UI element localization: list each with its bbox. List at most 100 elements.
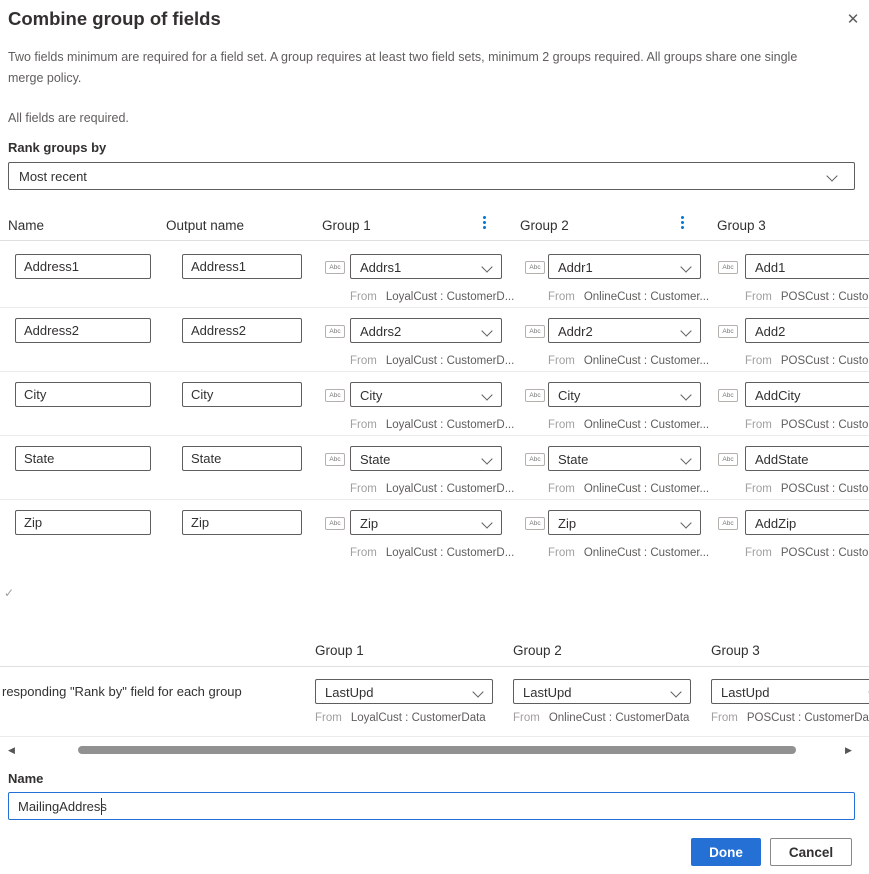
chevron-down-icon [826, 170, 838, 182]
name-input[interactable] [8, 792, 855, 820]
group3-field-select[interactable]: Add1 [745, 254, 869, 279]
selected-field: AddState [755, 452, 809, 467]
text-cursor [101, 798, 102, 815]
rank-column-header-group3: Group 3 [711, 643, 760, 658]
group2-field-select[interactable]: State [548, 446, 701, 471]
group1-more-options-icon[interactable] [483, 216, 486, 219]
group3-rank-by-select[interactable]: LastUpd [711, 679, 869, 704]
rank-groups-by-select[interactable]: Most recent [8, 162, 855, 190]
text-type-icon: Abc [525, 453, 545, 466]
group3-field-select[interactable]: Add2 [745, 318, 869, 343]
column-header-group3: Group 3 [717, 218, 766, 233]
output-name-input[interactable] [182, 318, 302, 343]
chevron-down-icon [680, 325, 692, 337]
page-title: Combine group of fields [8, 8, 221, 29]
group1-field-select[interactable]: State [350, 446, 502, 471]
text-type-icon: Abc [325, 389, 345, 402]
selected-field: Add2 [755, 324, 786, 339]
scroll-left-icon[interactable]: ◀ [8, 745, 15, 755]
check-icon: ✓ [4, 586, 15, 600]
text-type-icon: Abc [718, 517, 738, 530]
field-name-input[interactable] [15, 318, 151, 343]
chevron-down-icon [481, 389, 493, 401]
selected-field: Zip [360, 516, 379, 531]
selected-field: AddCity [755, 388, 801, 403]
text-type-icon: Abc [718, 389, 738, 402]
group2-rank-by-select[interactable]: LastUpd [513, 679, 691, 704]
source-caption: From LoyalCust : CustomerD... [350, 291, 515, 303]
selected-field: State [558, 452, 589, 467]
output-name-input[interactable] [182, 446, 302, 471]
source-caption: From OnlineCust : Customer... [548, 291, 710, 303]
rank-column-header-group1: Group 1 [315, 643, 364, 658]
chevron-down-icon [481, 453, 493, 465]
source-caption: From OnlineCust : CustomerData [513, 712, 690, 724]
chevron-down-icon [481, 517, 493, 529]
field-name-input[interactable] [15, 446, 151, 471]
selected-field: City [558, 388, 581, 403]
chevron-down-icon [481, 325, 493, 337]
rank-by-row-label: responding "Rank by" field for each grou… [2, 684, 242, 699]
scroll-right-icon[interactable]: ▶ [845, 745, 852, 755]
text-type-icon: Abc [525, 389, 545, 402]
output-name-input[interactable] [182, 254, 302, 279]
output-name-input[interactable] [182, 510, 302, 535]
column-header-name: Name [8, 218, 45, 233]
chevron-down-icon [670, 686, 682, 698]
selected-field: LastUpd [523, 685, 572, 700]
text-type-icon: Abc [718, 261, 738, 274]
group2-field-select[interactable]: Addr2 [548, 318, 701, 343]
group1-field-select[interactable]: City [350, 382, 502, 407]
text-type-icon: Abc [525, 517, 545, 530]
group2-field-select[interactable]: City [548, 382, 701, 407]
selected-field: Addrs1 [360, 260, 402, 275]
chevron-down-icon [680, 453, 692, 465]
source-caption: From OnlineCust : Customer... [548, 419, 710, 431]
group3-field-select[interactable]: AddCity [745, 382, 869, 407]
group2-field-select[interactable]: Addr1 [548, 254, 701, 279]
horizontal-scrollbar-thumb[interactable] [78, 746, 796, 754]
field-name-input[interactable] [15, 382, 151, 407]
output-name-input[interactable] [182, 382, 302, 407]
close-icon[interactable]: ✕ [846, 11, 860, 28]
cancel-button[interactable]: Cancel [770, 838, 852, 866]
field-name-input[interactable] [15, 510, 151, 535]
text-type-icon: Abc [325, 517, 345, 530]
source-caption: From LoyalCust : CustomerD... [350, 419, 515, 431]
text-type-icon: Abc [325, 261, 345, 274]
selected-field: City [360, 388, 383, 403]
source-caption: From OnlineCust : Customer... [548, 355, 710, 367]
done-button[interactable]: Done [691, 838, 761, 866]
group2-more-options-icon[interactable] [681, 216, 684, 219]
text-type-icon: Abc [525, 261, 545, 274]
group3-field-select[interactable]: AddState [745, 446, 869, 471]
text-type-icon: Abc [718, 325, 738, 338]
rank-groups-by-label: Rank groups by [8, 140, 107, 155]
group3-field-select[interactable]: AddZip [745, 510, 869, 535]
group1-field-select[interactable]: Addrs2 [350, 318, 502, 343]
group1-rank-by-select[interactable]: LastUpd [315, 679, 493, 704]
selected-field: Zip [558, 516, 577, 531]
source-caption: From LoyalCust : CustomerD... [350, 483, 515, 495]
dialog-description: Two fields minimum are required for a fi… [8, 50, 798, 85]
chevron-down-icon [472, 686, 484, 698]
selected-field: State [360, 452, 391, 467]
field-name-input[interactable] [15, 254, 151, 279]
column-header-output-name: Output name [166, 218, 245, 233]
selected-field: Addrs2 [360, 324, 402, 339]
group2-field-select[interactable]: Zip [548, 510, 701, 535]
group1-field-select[interactable]: Addrs1 [350, 254, 502, 279]
chevron-down-icon [680, 389, 692, 401]
source-caption: From OnlineCust : Customer... [548, 483, 710, 495]
group1-field-select[interactable]: Zip [350, 510, 502, 535]
